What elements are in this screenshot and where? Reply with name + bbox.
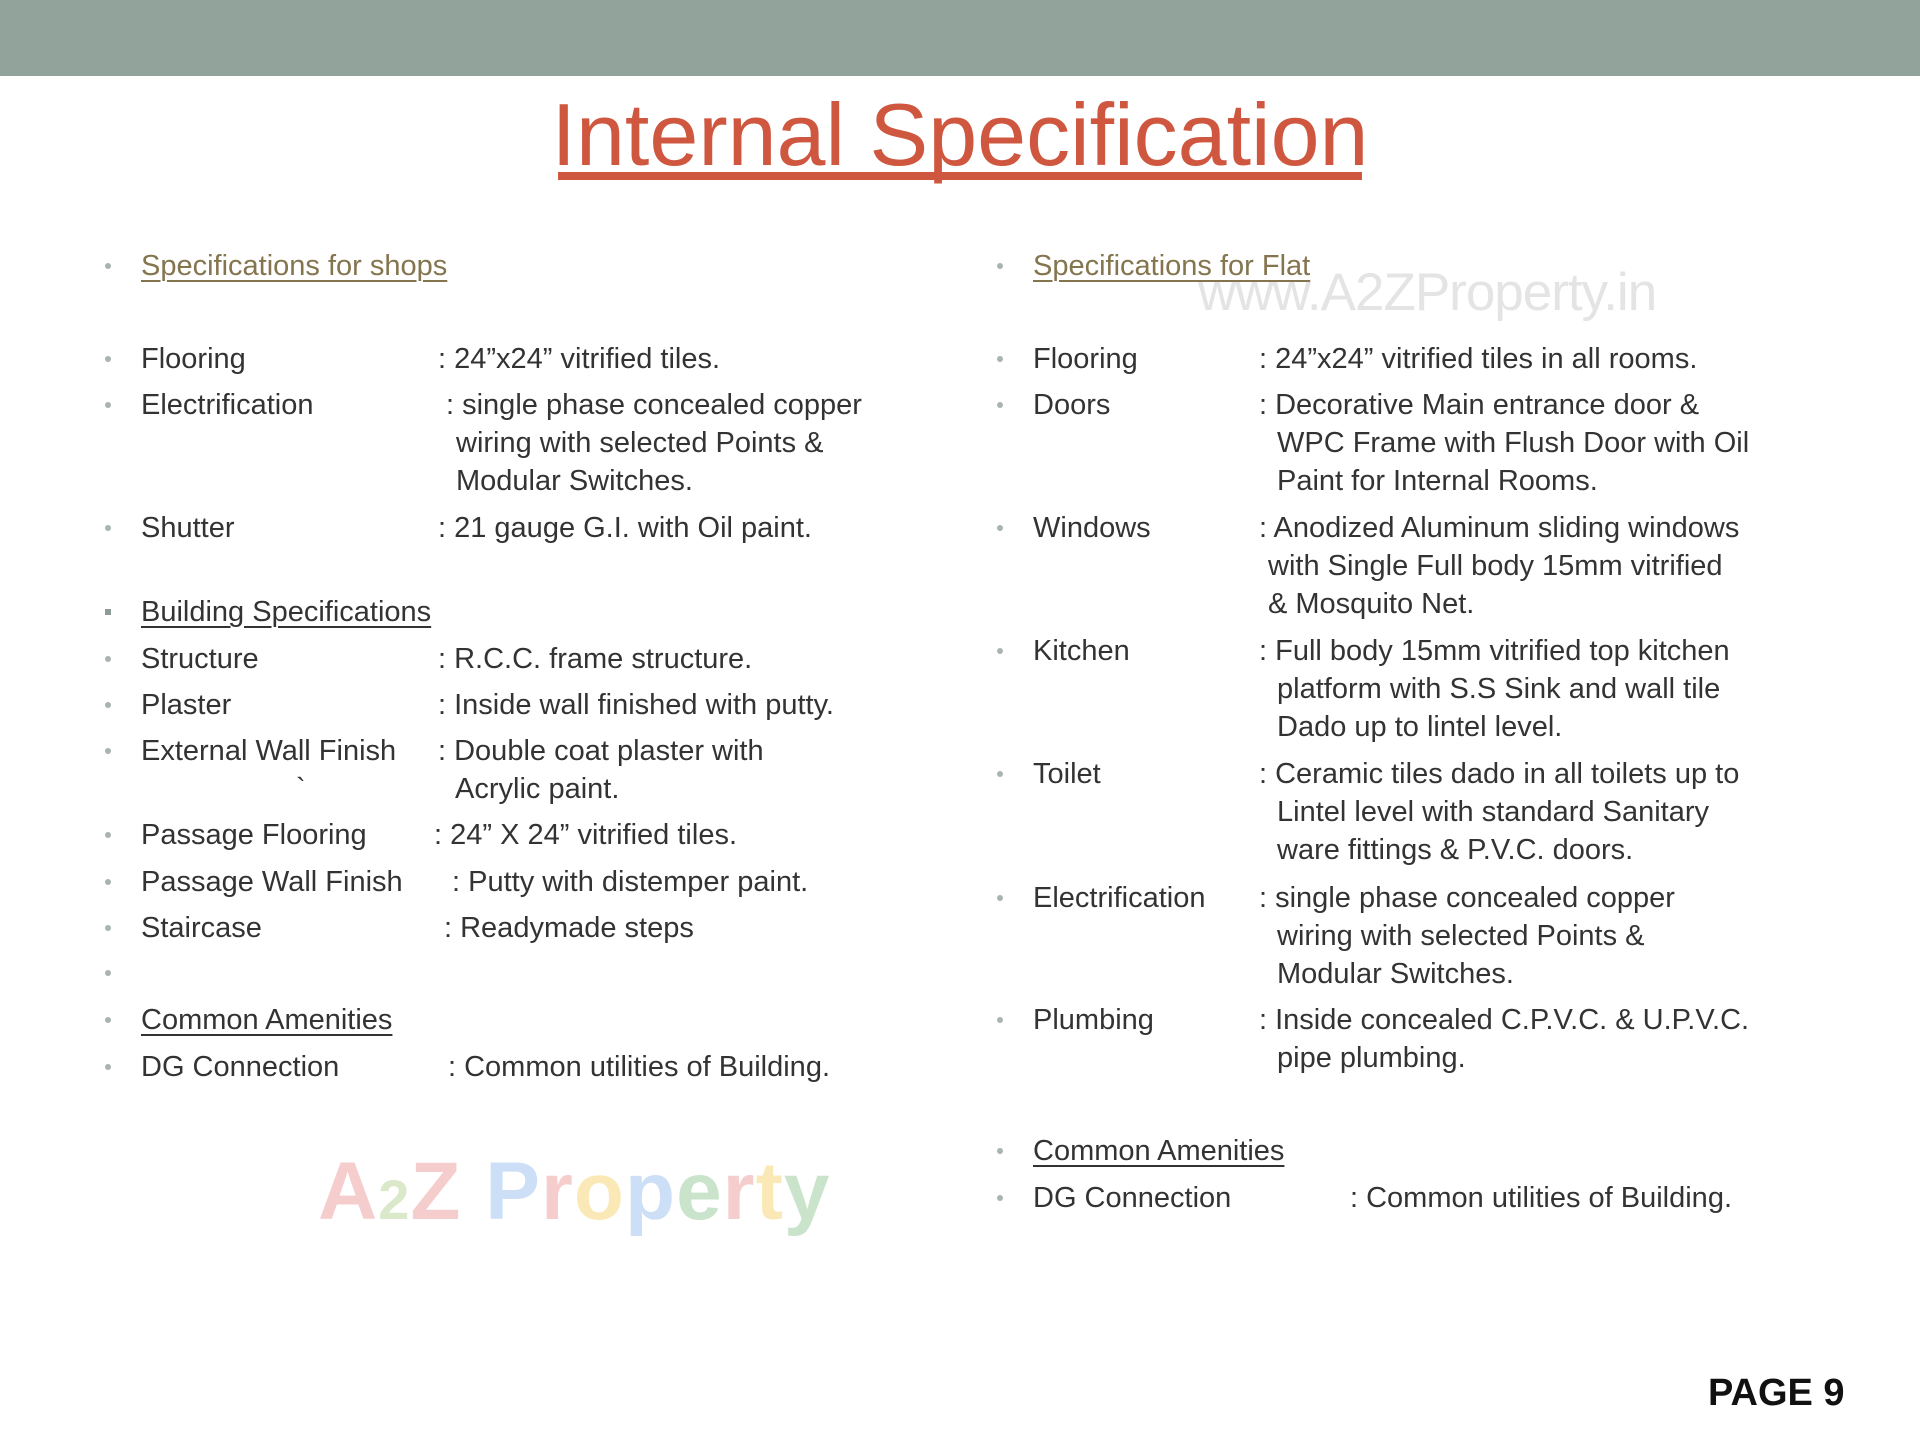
spec-label: Electrification xyxy=(1033,882,1206,914)
spec-value: platform with S.S Sink and wall tile xyxy=(1277,673,1721,705)
spec-value: : Double coat plaster with xyxy=(438,735,764,767)
section-heading: Building Specifications xyxy=(141,596,432,628)
spec-value: : Full body 15mm vitrified top kitchen xyxy=(1259,635,1730,667)
bullet-icon xyxy=(105,702,111,708)
spec-label: Electrification xyxy=(141,389,314,421)
spec-value: : single phase concealed copper xyxy=(446,389,862,421)
bullet-icon xyxy=(105,1017,111,1023)
bullet-icon xyxy=(997,1148,1003,1154)
spec-value: pipe plumbing. xyxy=(1277,1042,1466,1074)
bullet-icon xyxy=(997,771,1003,777)
spec-label: Shutter xyxy=(141,512,235,544)
spec-value: wiring with selected Points & xyxy=(456,427,824,459)
spec-value: : Putty with distemper paint. xyxy=(452,866,809,898)
spec-value: : 24”x24” vitrified tiles. xyxy=(438,343,721,375)
spec-value: : Inside wall finished with putty. xyxy=(438,689,834,721)
bullet-icon xyxy=(997,1195,1003,1201)
bullet-icon xyxy=(105,748,111,754)
spec-label: Structure xyxy=(141,643,259,675)
title-underline xyxy=(558,172,1362,180)
spec-label: Doors xyxy=(1033,389,1111,421)
bullet-icon xyxy=(997,895,1003,901)
section-heading: Specifications for shops xyxy=(141,250,448,282)
bullet-icon xyxy=(105,832,111,838)
bullet-icon xyxy=(105,525,111,531)
spec-label: DG Connection xyxy=(1033,1182,1232,1214)
bullet-icon xyxy=(997,1017,1003,1023)
bullet-icon xyxy=(105,656,111,662)
spec-value: wiring with selected Points & xyxy=(1277,920,1645,952)
spec-value: Acrylic paint. xyxy=(455,773,620,805)
bullet-icon xyxy=(105,609,111,615)
page-title: Internal Specification xyxy=(551,85,1369,184)
spec-value: : Common utilities of Building. xyxy=(1350,1182,1732,1214)
spec-value: : Ceramic tiles dado in all toilets up t… xyxy=(1259,758,1740,790)
page-number: PAGE 9 xyxy=(1708,1372,1845,1414)
spec-label: Flooring xyxy=(1033,343,1138,375)
spec-value: : 24” X 24” vitrified tiles. xyxy=(434,819,737,851)
bullet-icon xyxy=(105,925,111,931)
bullet-icon xyxy=(997,525,1003,531)
spec-value: : Decorative Main entrance door & xyxy=(1259,389,1700,421)
spec-label: Kitchen xyxy=(1033,635,1130,667)
spec-value: ware fittings & P.V.C. doors. xyxy=(1277,834,1634,866)
section-heading: Common Amenities xyxy=(141,1004,393,1036)
spec-label: Plumbing xyxy=(1033,1004,1154,1036)
a2z-property-logo: A2Z Property xyxy=(318,1146,831,1237)
spec-label: External Wall Finish xyxy=(141,735,397,767)
spec-label: Toilet xyxy=(1033,758,1101,790)
spec-value: : R.C.C. frame structure. xyxy=(438,643,753,675)
spec-value: : Readymade steps xyxy=(444,912,694,944)
section-heading: Common Amenities xyxy=(1033,1135,1285,1167)
spec-label: Passage Wall Finish xyxy=(141,866,403,898)
spec-value: : Common utilities of Building. xyxy=(448,1051,830,1083)
spec-value: : Anodized Aluminum sliding windows xyxy=(1259,512,1740,544)
spec-value: Modular Switches. xyxy=(1277,958,1514,990)
spec-value: : 21 gauge G.I. with Oil paint. xyxy=(438,512,812,544)
top-banner xyxy=(0,0,1920,76)
spec-value: with Single Full body 15mm vitrified xyxy=(1268,550,1723,582)
bullet-icon xyxy=(997,263,1003,269)
spec-value: : 24”x24” vitrified tiles in all rooms. xyxy=(1259,343,1698,375)
spec-label: Plaster xyxy=(141,689,232,721)
watermark-url: www.A2ZProperty.in xyxy=(1198,263,1657,322)
spec-value: : single phase concealed copper xyxy=(1259,882,1675,914)
spec-label: Flooring xyxy=(141,343,246,375)
spec-label: Staircase xyxy=(141,912,262,944)
bullet-icon xyxy=(105,263,111,269)
section-heading: Specifications for Flat xyxy=(1033,250,1311,282)
spec-value: Paint for Internal Rooms. xyxy=(1277,465,1598,497)
spec-value: Dado up to lintel level. xyxy=(1277,711,1563,743)
spec-value: Modular Switches. xyxy=(456,465,693,497)
spec-value: WPC Frame with Flush Door with Oil xyxy=(1277,427,1750,459)
spec-label: Passage Flooring xyxy=(141,819,367,851)
bullet-icon xyxy=(105,879,111,885)
bullet-icon xyxy=(105,970,111,976)
bullet-icon xyxy=(997,648,1003,654)
bullet-icon xyxy=(997,402,1003,408)
bullet-icon xyxy=(105,402,111,408)
spec-label: Windows xyxy=(1033,512,1151,544)
bullet-icon xyxy=(997,356,1003,362)
spec-value: Lintel level with standard Sanitary xyxy=(1277,796,1710,828)
backtick-mark: ` xyxy=(296,773,306,805)
spec-label: DG Connection xyxy=(141,1051,340,1083)
bullet-icon xyxy=(105,356,111,362)
spec-value: & Mosquito Net. xyxy=(1268,588,1475,620)
spec-value: : Inside concealed C.P.V.C. & U.P.V.C. xyxy=(1259,1004,1750,1036)
bullet-icon xyxy=(105,1064,111,1070)
